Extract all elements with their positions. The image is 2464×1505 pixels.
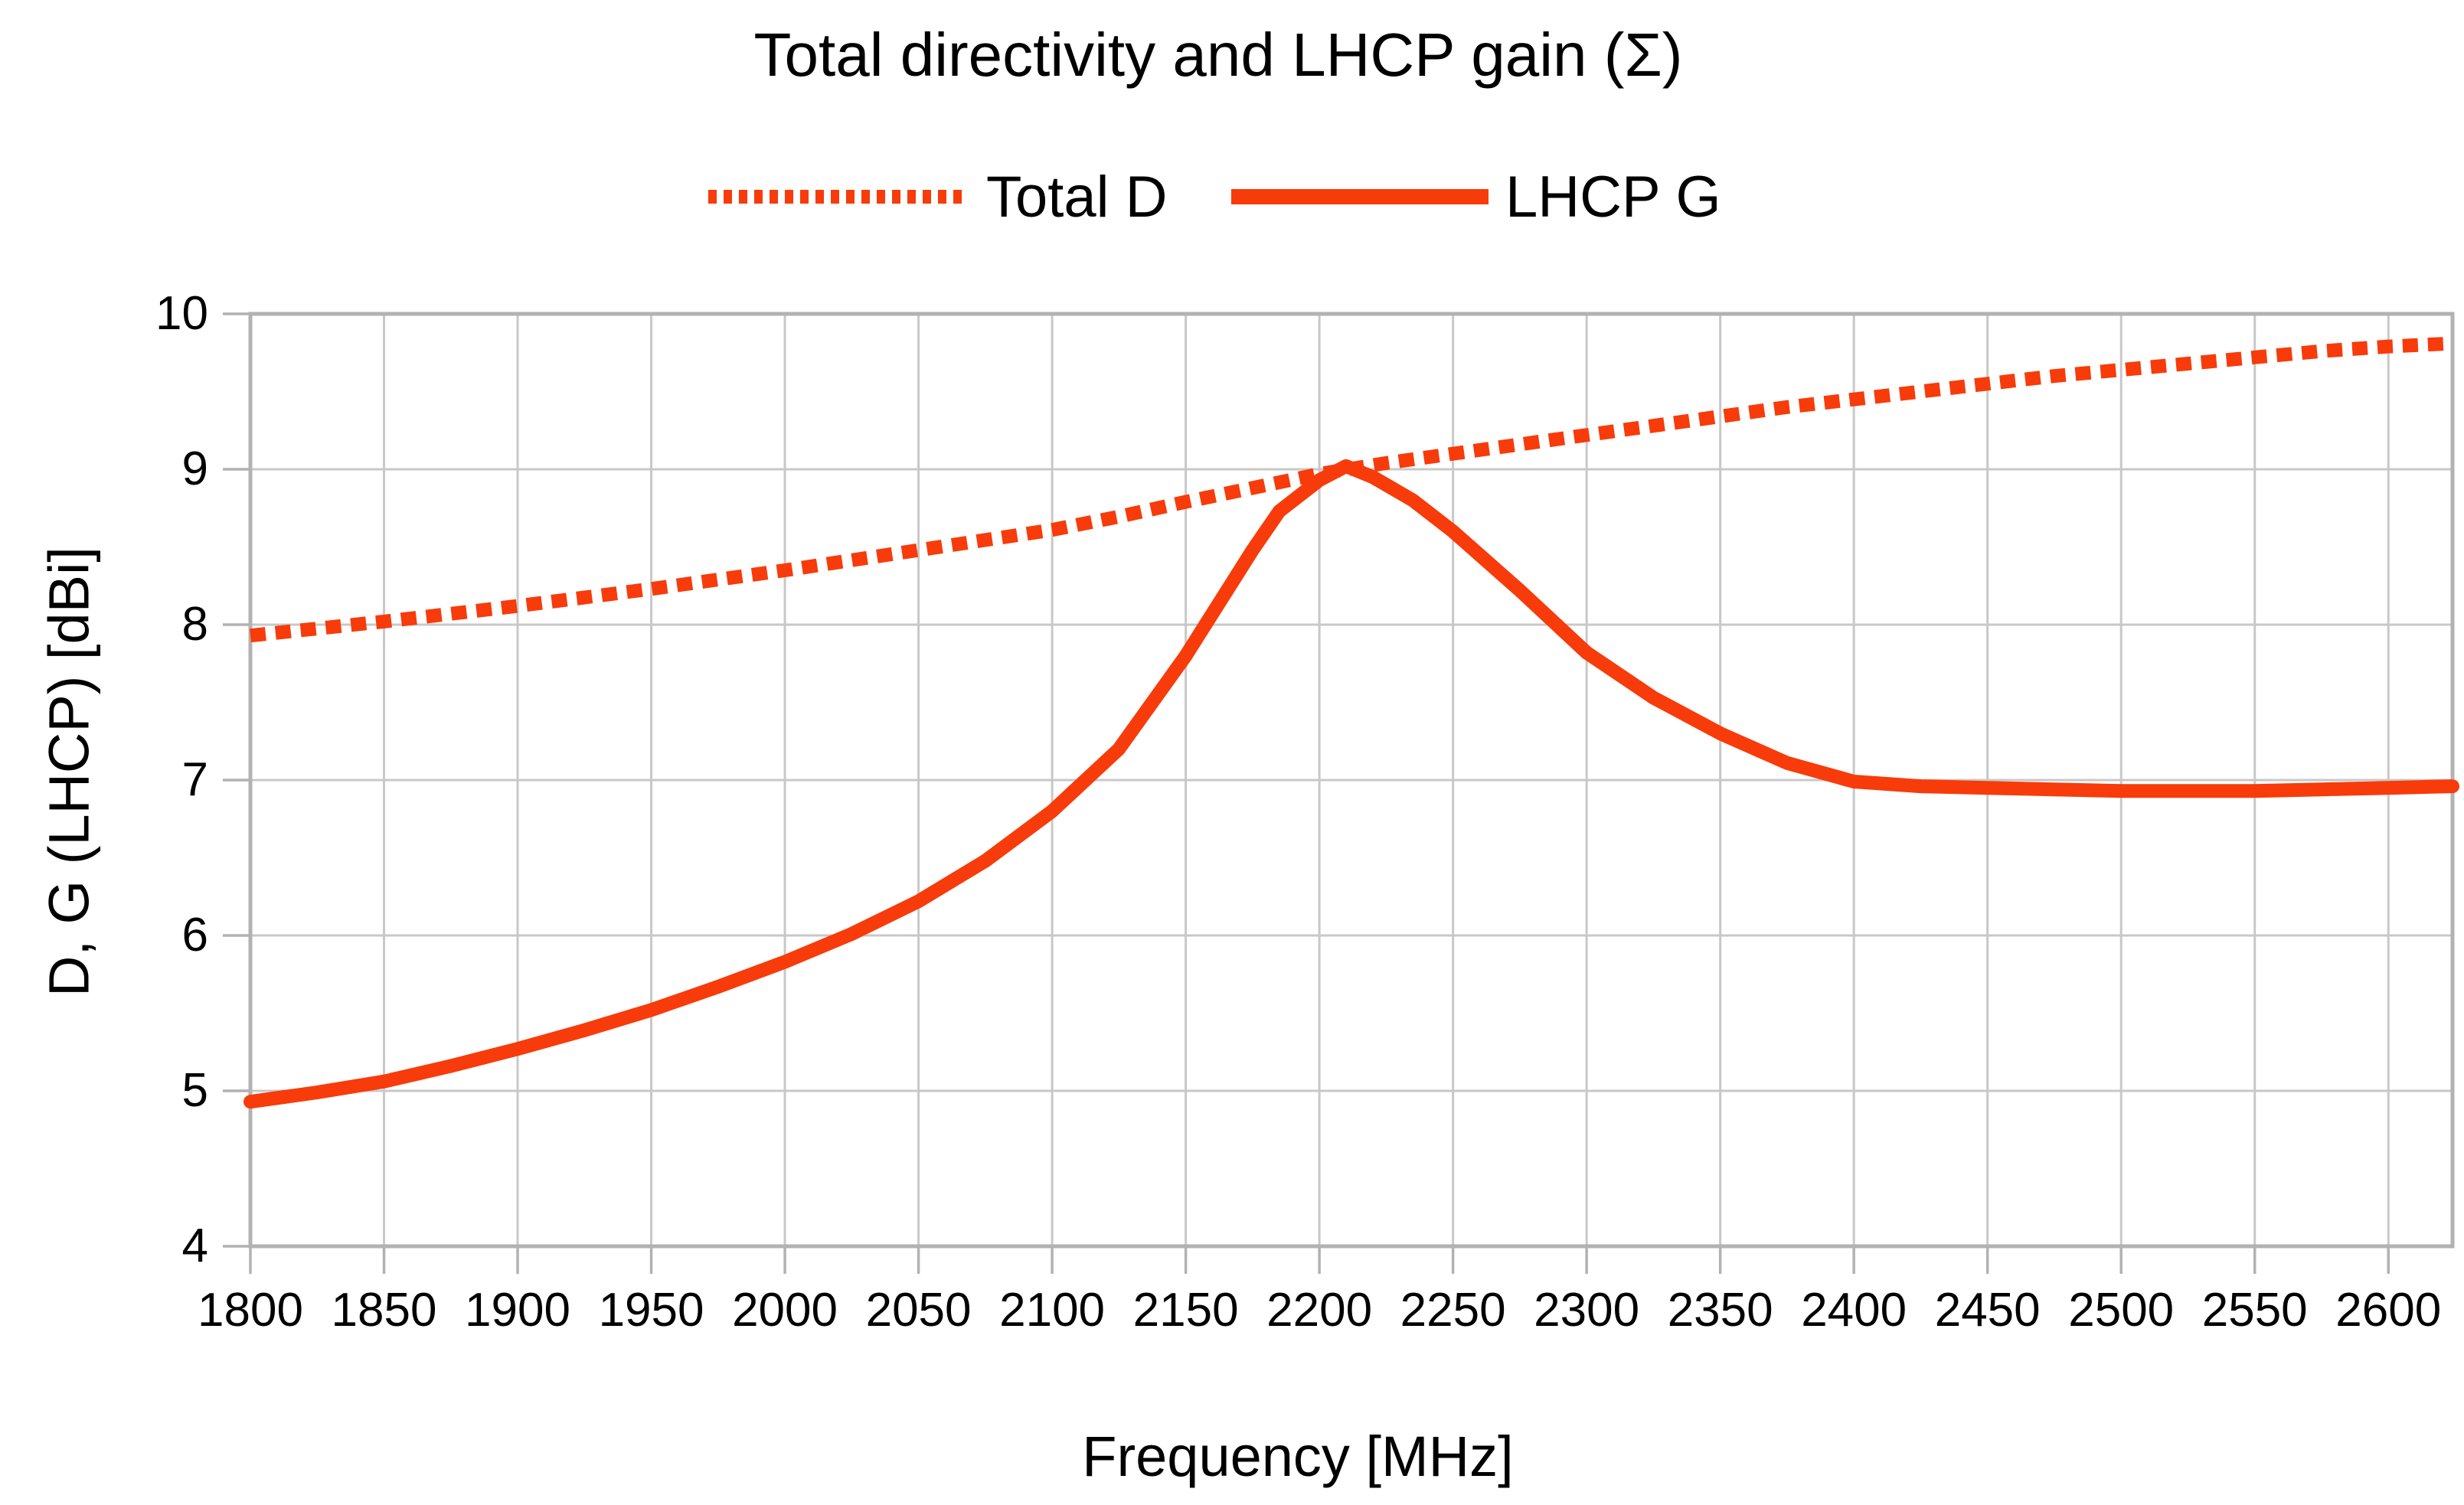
x-tick-label: 1900: [465, 1284, 570, 1337]
x-tick-label: 2200: [1266, 1284, 1373, 1337]
y-tick-label: 8: [181, 598, 208, 651]
y-tick-label: 7: [181, 753, 208, 806]
y-tick-label: 9: [181, 442, 208, 495]
x-tick-label: 2150: [1132, 1284, 1239, 1337]
x-tick-label: 2000: [732, 1284, 838, 1337]
x-tick-label: 2100: [999, 1284, 1106, 1337]
solid-line-swatch-icon: [1231, 189, 1489, 204]
x-tick-label: 2550: [2201, 1284, 2308, 1337]
x-tick-label: 2450: [1934, 1284, 2041, 1337]
x-tick-label: 2050: [865, 1284, 972, 1337]
legend-label-total-d: Total D: [986, 165, 1168, 230]
legend-label-lhcp-g: LHCP G: [1505, 165, 1721, 230]
x-tick-label: 2250: [1400, 1284, 1506, 1337]
x-tick-label: 2300: [1534, 1284, 1640, 1337]
x-tick-label: 2400: [1801, 1284, 1907, 1337]
x-tick-label: 2600: [2335, 1284, 2442, 1337]
x-tick-label: 2350: [1667, 1284, 1773, 1337]
y-tick-label: 4: [181, 1219, 208, 1272]
x-tick-label: 1800: [198, 1284, 303, 1337]
x-axis-title: Frequency [MHz]: [1082, 1425, 1514, 1488]
y-tick-label: 6: [181, 909, 208, 961]
x-tick-label: 1850: [331, 1284, 437, 1337]
series-lhcp-g: [243, 459, 2459, 1109]
x-tick-label: 1950: [598, 1284, 704, 1337]
chart-title: Total directivity and LHCP gain (Σ): [753, 21, 1683, 89]
y-tick-label: 10: [155, 287, 208, 340]
x-tick-label: 2500: [2068, 1284, 2175, 1337]
dotted-line-swatch-icon: [708, 190, 966, 204]
y-tick-label: 5: [181, 1064, 208, 1117]
